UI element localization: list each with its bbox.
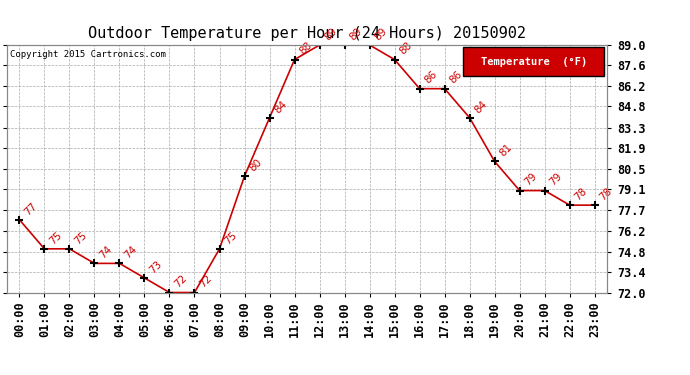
Text: 84: 84 — [473, 99, 489, 115]
Text: 79: 79 — [522, 171, 539, 188]
Text: 89: 89 — [347, 26, 364, 42]
Text: 75: 75 — [222, 230, 239, 246]
Text: 89: 89 — [322, 26, 339, 42]
Text: 88: 88 — [397, 40, 414, 57]
Text: 75: 75 — [72, 230, 88, 246]
Text: 80: 80 — [247, 157, 264, 173]
Text: 73: 73 — [147, 259, 164, 275]
Text: 78: 78 — [598, 186, 614, 202]
Text: 72: 72 — [172, 273, 188, 290]
Text: 75: 75 — [47, 230, 63, 246]
Text: 81: 81 — [497, 142, 514, 159]
Text: Temperature  (°F): Temperature (°F) — [480, 57, 586, 67]
Text: 84: 84 — [273, 99, 288, 115]
Text: 74: 74 — [122, 244, 139, 261]
Text: 86: 86 — [422, 69, 439, 86]
Text: Copyright 2015 Cartronics.com: Copyright 2015 Cartronics.com — [10, 50, 166, 59]
Text: 89: 89 — [373, 26, 388, 42]
Text: 88: 88 — [297, 40, 314, 57]
Text: 79: 79 — [547, 171, 564, 188]
Text: 74: 74 — [97, 244, 114, 261]
Text: 86: 86 — [447, 69, 464, 86]
FancyBboxPatch shape — [463, 48, 604, 76]
Text: 77: 77 — [22, 201, 39, 217]
Title: Outdoor Temperature per Hour (24 Hours) 20150902: Outdoor Temperature per Hour (24 Hours) … — [88, 26, 526, 41]
Text: 72: 72 — [197, 273, 214, 290]
Text: 78: 78 — [573, 186, 589, 202]
